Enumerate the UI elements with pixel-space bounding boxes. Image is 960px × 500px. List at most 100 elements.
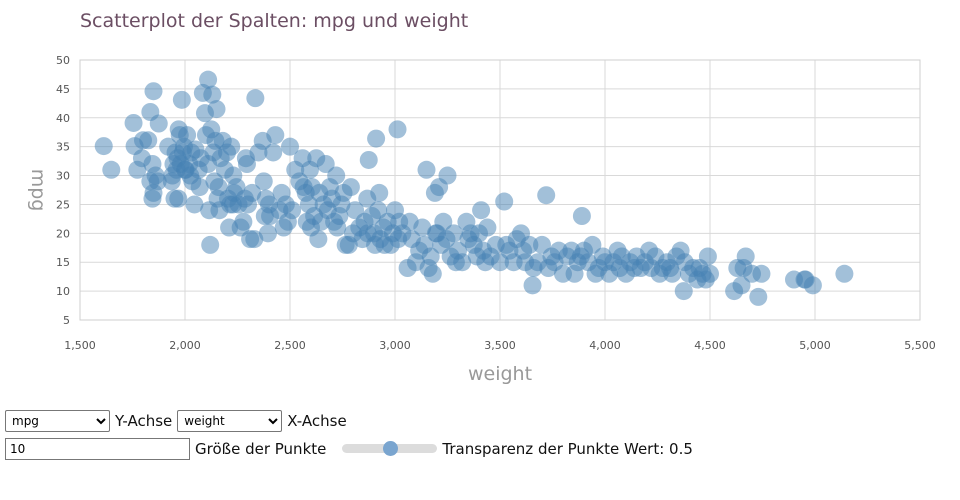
data-point — [663, 264, 682, 283]
data-point — [327, 166, 346, 185]
data-point — [444, 224, 463, 243]
data-point — [207, 100, 226, 119]
data-point — [537, 186, 556, 205]
x-tick-label: 3,500 — [484, 339, 516, 352]
data-point — [199, 70, 218, 89]
point-size-label: Größe der Punkte — [195, 440, 327, 458]
data-point — [309, 230, 328, 249]
data-point — [388, 120, 407, 139]
y-tick-label: 10 — [56, 285, 70, 298]
x-tick-label: 4,500 — [694, 339, 726, 352]
axis-row: mpg Y-Achse weight X-Achse — [5, 409, 955, 433]
data-point — [139, 131, 158, 150]
y-tick-label: 20 — [56, 227, 70, 240]
data-point — [144, 82, 163, 101]
data-point — [478, 218, 497, 237]
y-axis-select[interactable]: mpg — [5, 410, 110, 432]
data-point — [243, 183, 262, 202]
x-tick-label: 5,500 — [904, 339, 936, 352]
data-point — [246, 89, 265, 108]
data-point — [341, 178, 360, 197]
scatter-chart: Scatterplot der Spalten: mpg und weight … — [27, 10, 936, 385]
data-point — [752, 264, 771, 283]
y-tick-label: 30 — [56, 170, 70, 183]
data-point — [413, 218, 432, 237]
data-point — [438, 166, 457, 185]
data-point — [254, 172, 273, 191]
x-axis-title: weight — [468, 363, 532, 385]
x-tick-label: 2,500 — [274, 339, 306, 352]
x-tick-label: 4,000 — [589, 339, 621, 352]
controls-panel: mpg Y-Achse weight X-Achse Größe der Pun… — [5, 409, 955, 465]
data-point — [201, 235, 220, 254]
chart-title: Scatterplot der Spalten: mpg und weight — [80, 10, 469, 32]
y-axis-label: Y-Achse — [115, 412, 173, 430]
data-point — [749, 287, 768, 306]
y-tick-label: 40 — [56, 112, 70, 125]
y-tick-label: 25 — [56, 198, 70, 211]
data-point — [178, 126, 197, 145]
x-tick-label: 5,000 — [799, 339, 831, 352]
data-point — [283, 201, 302, 220]
transparency-label: Transparenz der Punkte Wert: 0.5 — [442, 440, 693, 458]
data-point — [803, 276, 822, 295]
data-point — [266, 126, 285, 145]
data-point — [124, 113, 143, 132]
tick-labels: 5 10 15 20 25 30 35 40 45 50 1,500 2,000 2,500 3,000 3… — [56, 54, 936, 352]
data-point — [203, 85, 222, 104]
data-point — [222, 137, 241, 156]
data-point — [185, 195, 204, 214]
data-point — [316, 155, 335, 173]
data-point — [367, 129, 386, 148]
chart-svg: 5 10 15 20 25 30 35 40 45 50 1,500 2,000 2,500 3,000 3… — [27, 54, 936, 385]
data-point — [674, 282, 693, 301]
x-axis-label: X-Achse — [287, 412, 347, 430]
data-point — [148, 172, 167, 191]
data-point — [169, 189, 188, 208]
transparency-slider[interactable] — [342, 438, 438, 460]
data-point — [520, 235, 539, 254]
data-point — [258, 224, 277, 243]
data-point — [835, 264, 854, 283]
data-point — [572, 207, 591, 225]
data-point — [523, 276, 542, 295]
data-point — [583, 235, 602, 254]
plot-frame — [79, 59, 921, 321]
slider-thumb[interactable] — [382, 441, 398, 456]
data-point — [423, 264, 442, 283]
data-point — [417, 160, 436, 179]
data-point — [102, 160, 121, 179]
y-tick-label: 35 — [56, 141, 70, 154]
y-tick-label: 45 — [56, 83, 70, 96]
data-point — [701, 264, 719, 283]
data-point — [421, 247, 440, 266]
x-tick-label: 1,500 — [64, 339, 96, 352]
x-axis-select[interactable]: weight — [177, 410, 283, 432]
data-point — [94, 137, 113, 156]
x-tick-label: 2,000 — [169, 339, 201, 352]
data-point — [234, 212, 253, 231]
data-point — [453, 253, 472, 272]
y-tick-label: 15 — [56, 256, 70, 269]
data-point — [732, 276, 751, 295]
style-row: Größe der Punkte Transparenz der Punkte … — [5, 437, 955, 461]
data-point — [495, 192, 514, 211]
data-point — [172, 90, 191, 109]
y-axis-title: mpg — [27, 169, 49, 212]
data-point — [190, 178, 209, 197]
data-point — [698, 247, 717, 266]
data-point — [237, 155, 256, 173]
data-point — [245, 230, 264, 249]
data-point — [264, 143, 283, 162]
data-point — [149, 114, 168, 133]
data-point — [281, 137, 299, 156]
points — [94, 70, 854, 306]
data-point — [370, 183, 389, 202]
data-point — [472, 201, 491, 220]
y-tick-label: 5 — [63, 314, 70, 327]
data-point — [736, 247, 755, 266]
x-tick-label: 3,000 — [379, 339, 411, 352]
y-tick-label: 50 — [56, 54, 70, 67]
data-point — [359, 150, 378, 169]
point-size-input[interactable] — [5, 438, 190, 460]
